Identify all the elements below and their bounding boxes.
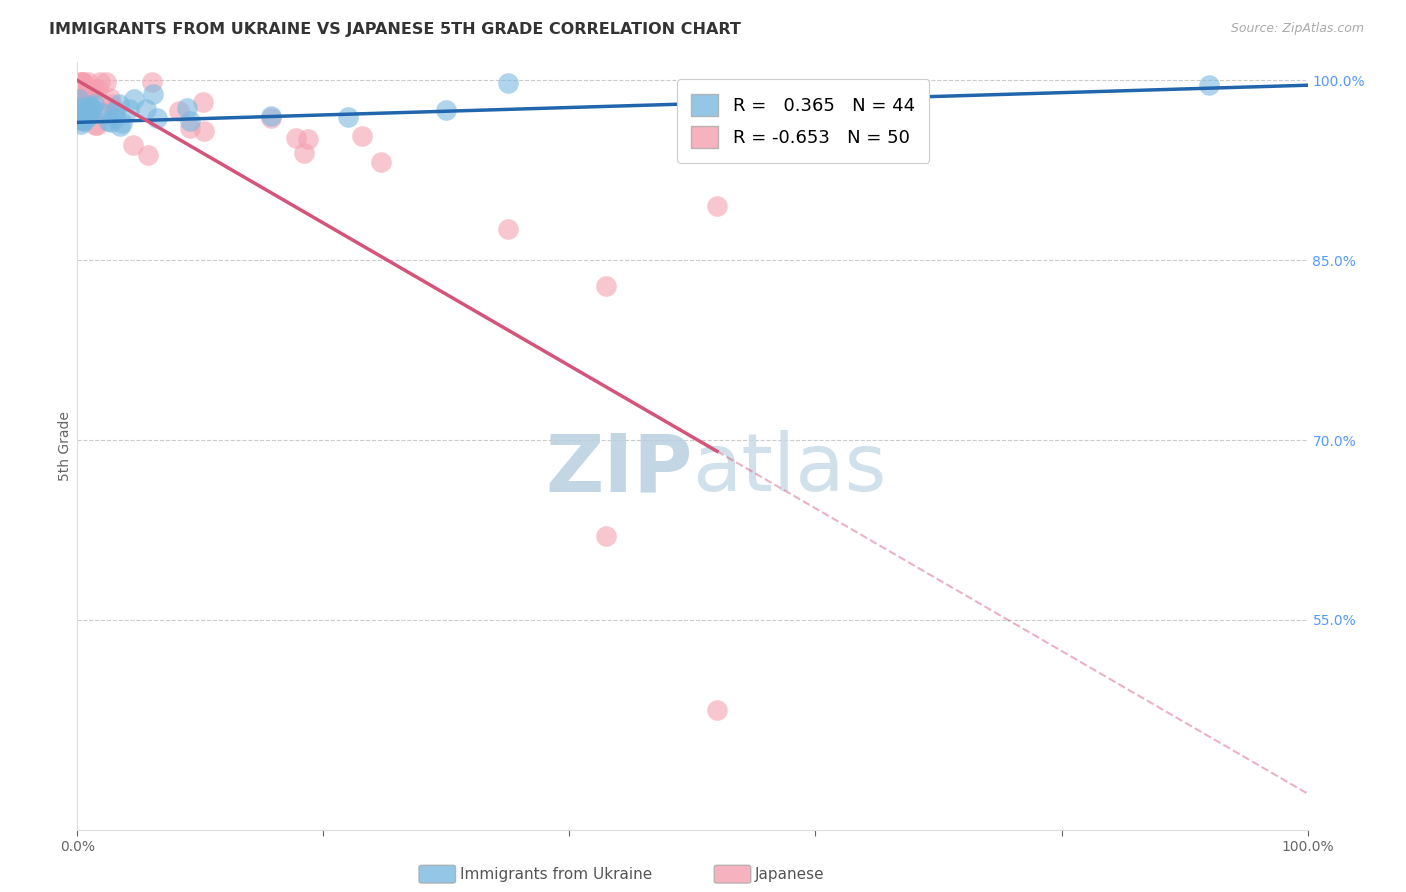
Point <box>193 124 215 138</box>
Point <box>1198 78 1220 93</box>
Point <box>496 222 519 236</box>
Point <box>595 279 617 293</box>
Point <box>73 101 96 115</box>
Point <box>72 87 94 101</box>
Point <box>84 118 107 132</box>
Point <box>69 100 91 114</box>
Point <box>98 91 121 105</box>
Point <box>370 155 392 169</box>
Point <box>146 111 169 125</box>
Point <box>297 132 319 146</box>
Point <box>76 110 98 124</box>
Point <box>350 129 373 144</box>
Point <box>69 112 91 127</box>
Point <box>79 103 101 117</box>
Point <box>100 97 122 112</box>
Point <box>122 137 145 152</box>
Point <box>595 529 617 543</box>
Point <box>73 110 96 124</box>
Point <box>292 146 315 161</box>
Point <box>77 74 100 88</box>
Point <box>67 79 90 94</box>
Point <box>67 76 90 90</box>
Point <box>169 104 191 119</box>
Legend: R =   0.365   N = 44, R = -0.653   N = 50: R = 0.365 N = 44, R = -0.653 N = 50 <box>676 79 929 163</box>
Y-axis label: 5th Grade: 5th Grade <box>58 411 72 481</box>
Point <box>496 76 519 90</box>
Point <box>108 119 131 133</box>
Point <box>89 74 111 88</box>
Point <box>67 91 90 105</box>
Point <box>337 110 360 124</box>
Point <box>70 74 93 88</box>
Point <box>67 102 90 116</box>
Point <box>706 703 728 717</box>
Text: Source: ZipAtlas.com: Source: ZipAtlas.com <box>1230 22 1364 36</box>
Point <box>179 113 201 128</box>
Point <box>179 121 201 136</box>
Point <box>176 101 198 115</box>
Point <box>104 103 127 118</box>
Point <box>108 96 131 111</box>
Point <box>70 74 93 88</box>
Point <box>72 107 94 121</box>
Point <box>76 87 98 102</box>
Point <box>72 74 94 88</box>
Point <box>83 97 105 112</box>
Point <box>70 112 93 126</box>
Point <box>86 118 108 132</box>
Point <box>142 87 165 101</box>
Point <box>82 83 104 97</box>
Point <box>73 103 96 118</box>
Point <box>73 86 96 100</box>
Point <box>72 91 94 105</box>
Text: Immigrants from Ukraine: Immigrants from Ukraine <box>460 867 652 881</box>
Point <box>436 103 458 118</box>
Text: ZIP: ZIP <box>546 430 693 508</box>
Point <box>124 92 146 106</box>
Point <box>73 114 96 128</box>
Point <box>135 103 157 117</box>
Point <box>76 108 98 122</box>
Point <box>79 100 101 114</box>
Text: IMMIGRANTS FROM UKRAINE VS JAPANESE 5TH GRADE CORRELATION CHART: IMMIGRANTS FROM UKRAINE VS JAPANESE 5TH … <box>49 22 741 37</box>
Text: Japanese: Japanese <box>755 867 825 881</box>
Point <box>96 74 118 88</box>
Point <box>67 109 90 123</box>
Point <box>87 82 110 96</box>
Point <box>141 75 163 89</box>
Point <box>96 114 118 128</box>
Point <box>69 89 91 103</box>
Point <box>72 114 94 128</box>
Point <box>104 111 127 125</box>
Point <box>284 130 307 145</box>
Point <box>73 110 96 124</box>
Point <box>90 105 112 120</box>
Point <box>111 116 134 130</box>
Point <box>83 82 105 96</box>
Point <box>97 105 120 120</box>
Point <box>136 148 159 162</box>
Point <box>191 95 214 109</box>
Point <box>79 84 101 98</box>
Point <box>706 198 728 212</box>
Text: atlas: atlas <box>693 430 887 508</box>
Point <box>80 101 103 115</box>
Point <box>100 115 122 129</box>
Point <box>72 74 94 88</box>
Point <box>69 118 91 132</box>
Point <box>260 109 283 123</box>
Point <box>80 103 103 117</box>
Point <box>67 110 90 124</box>
Point <box>77 109 100 123</box>
Point <box>77 108 100 122</box>
Point <box>69 94 91 108</box>
Point <box>118 102 141 116</box>
Point <box>67 106 90 120</box>
Point <box>80 99 103 113</box>
Point <box>260 111 283 125</box>
